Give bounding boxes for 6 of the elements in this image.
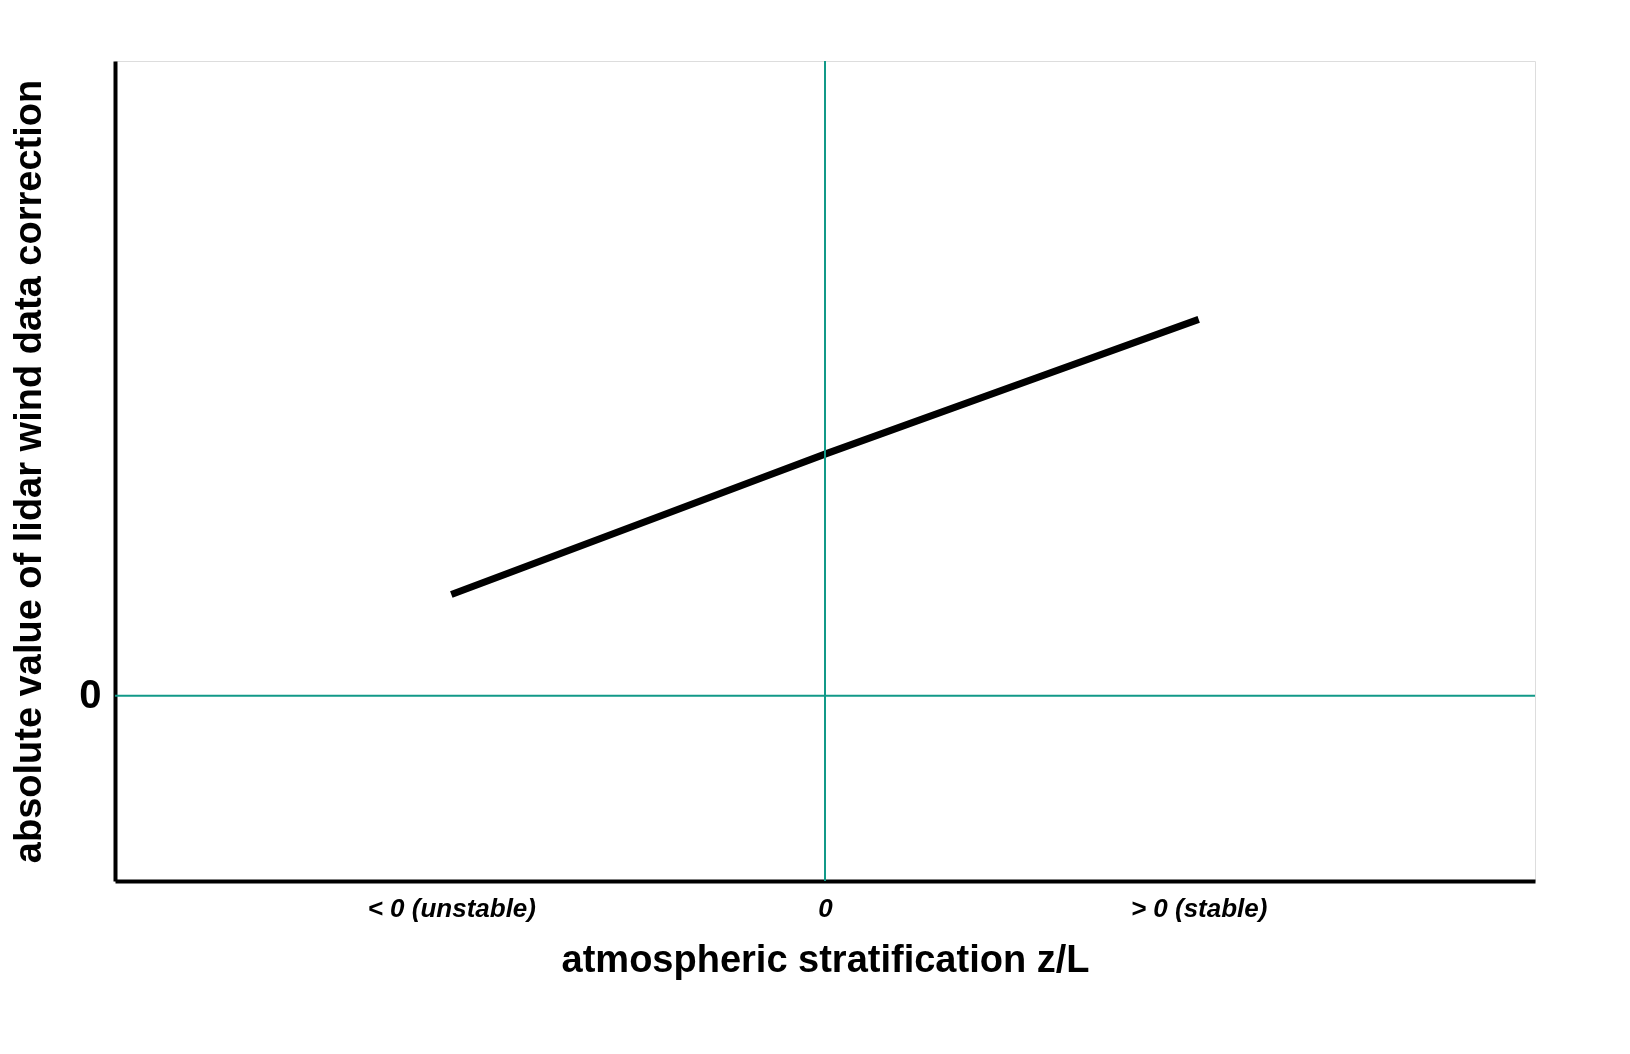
x-tick-label: < 0 (unstable)	[367, 892, 536, 923]
y-axis-title: absolute value of lidar wind data correction	[7, 79, 50, 864]
x-tick-label: 0	[818, 892, 834, 923]
ref-line-label: 0	[79, 672, 102, 717]
x-axis-title: atmospheric stratification z/L	[561, 937, 1090, 980]
x-tick-label: > 0 (stable)	[1130, 892, 1268, 923]
